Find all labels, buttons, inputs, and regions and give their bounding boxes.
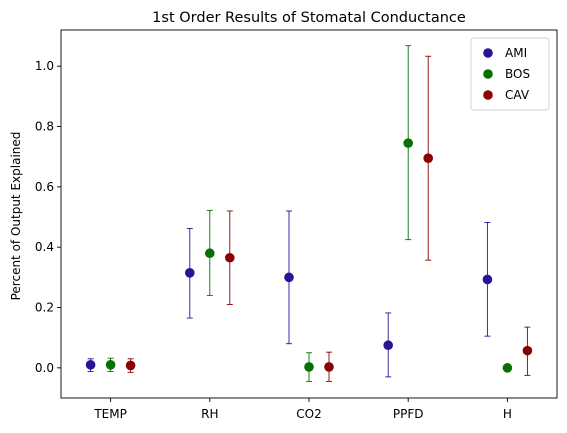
legend-label: BOS (505, 67, 530, 81)
data-point-ami (185, 268, 195, 278)
legend-label: AMI (505, 46, 527, 60)
legend-label: CAV (505, 88, 530, 102)
data-point-cav (522, 345, 533, 356)
data-point-cav (324, 362, 334, 372)
data-point-bos (105, 360, 116, 370)
legend-marker (483, 90, 493, 100)
y-tick-label: 0.2 (35, 301, 54, 315)
legend: AMI BOS CAV (470, 37, 550, 111)
data-point-ami (284, 272, 294, 283)
data-point-ami (482, 274, 493, 285)
y-tick-label: 0.4 (35, 240, 54, 254)
x-tick-label: RH (201, 407, 218, 421)
y-tick-label: 0.8 (35, 120, 54, 134)
y-axis-label: Percent of Output Explained (9, 132, 23, 301)
data-point-bos (304, 362, 314, 372)
legend-marker (483, 69, 493, 79)
data-point-bos (403, 138, 414, 148)
data-point-cav (125, 360, 136, 371)
data-point-bos (205, 248, 215, 259)
chart-title: 1st Order Results of Stomatal Conductanc… (152, 10, 466, 26)
data-point-ami (85, 360, 96, 370)
y-tick-label: 0.6 (35, 180, 54, 194)
x-tick-label: TEMP (93, 407, 127, 421)
data-point-cav (225, 252, 235, 263)
data-point-ami (383, 340, 394, 351)
legend-marker (483, 48, 493, 58)
y-tick-label: 1.0 (35, 59, 54, 73)
x-tick-label: H (503, 407, 512, 421)
data-point-bos (502, 363, 513, 373)
y-tick-label: 0.0 (35, 361, 54, 375)
plot-area: 0.0 0.2 0.4 0.6 0.8 1.0 TEMP RH CO2 PPFD H (35, 29, 558, 421)
x-tick-label: PPFD (393, 407, 424, 421)
x-tick-label: CO2 (296, 407, 321, 421)
data-point-cav (423, 153, 434, 163)
